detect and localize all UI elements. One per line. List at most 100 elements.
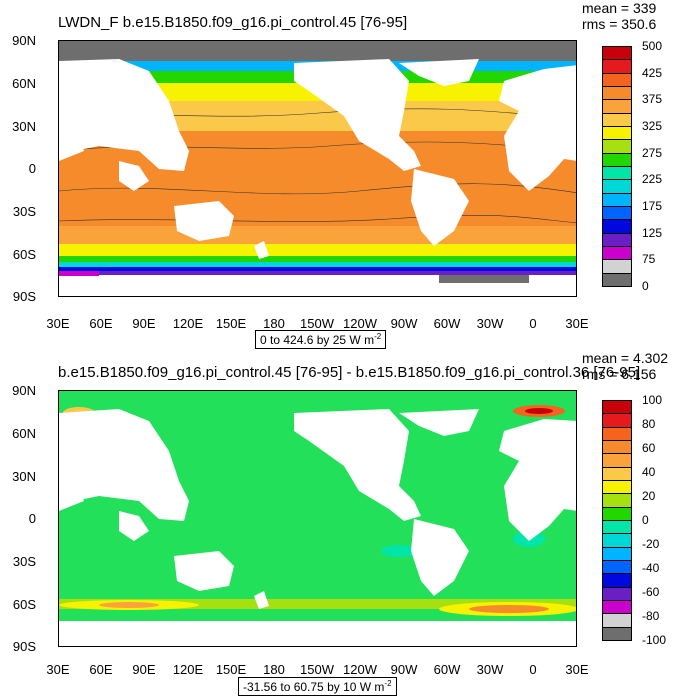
lon-label: 180 <box>263 662 285 677</box>
top-colorbar-swatch <box>602 72 632 87</box>
lon-label: 30E <box>46 662 70 677</box>
top-map-title: LWDN_F b.e15.B1850.f09_g16.pi_control.45… <box>58 14 408 31</box>
top-colorbar-swatch <box>602 192 632 207</box>
bottom-colorbar-swatch <box>602 626 632 641</box>
ocean-band <box>59 262 576 267</box>
asia-land <box>59 59 189 171</box>
bottom-colorbar: 100 80 60 40 20 0 -20 -40 -60 -80 -100 <box>602 393 666 647</box>
lat-label-90n: 90N <box>12 33 36 48</box>
bottom-colorbar-swatch <box>602 573 632 588</box>
lon-label: 120E <box>172 316 204 331</box>
top-colorbar-label: 275 <box>642 145 663 160</box>
bottom-colorbar-label: 60 <box>642 441 656 455</box>
bottom-colorbar-swatch <box>602 600 632 615</box>
top-colorbar-swatch <box>602 166 632 181</box>
bottom-colorbar-swatch <box>602 453 632 468</box>
bottom-colorbar-swatch <box>602 586 632 601</box>
antarctica-land <box>59 621 576 646</box>
top-rms-value: rms = 350.6 <box>582 16 657 32</box>
africa-west-land <box>59 421 84 511</box>
lon-label: 90W <box>390 316 418 331</box>
new-zealand-land <box>254 241 269 259</box>
lat-label-90s: 90S <box>12 639 36 654</box>
bottom-colorbar-label: -40 <box>642 561 660 575</box>
bottom-range-label: -31.56 to 60.75 by 10 W m-2 <box>238 677 397 696</box>
lat-label-0: 0 <box>28 161 36 176</box>
lon-label: 90E <box>132 662 156 677</box>
top-colorbar-swatch <box>602 259 632 274</box>
bottom-range-text: -31.56 to 60.75 by 10 W m <box>243 680 385 694</box>
bottom-colorbar-swatch <box>602 560 632 575</box>
lon-label: 180 <box>263 316 285 331</box>
anomaly-patch <box>381 545 417 557</box>
top-colorbar-label: 325 <box>642 119 663 133</box>
lon-label: 150E <box>215 662 247 677</box>
top-colorbar-swatch <box>602 246 632 261</box>
top-colorbar: 500 425 375 325 275 225 175 125 75 0 <box>602 39 662 293</box>
top-colorbar-label: 375 <box>642 92 663 107</box>
top-map-field <box>59 41 576 296</box>
north-america-land <box>294 59 421 171</box>
sea-ice-edge <box>59 271 99 276</box>
lon-label: 30E <box>46 316 70 331</box>
top-colorbar-label: 0 <box>642 279 649 293</box>
ocean-band <box>59 256 576 262</box>
top-colorbar-label: 75 <box>642 252 656 267</box>
lon-label: 150W <box>300 316 334 331</box>
indonesia-land <box>119 161 149 191</box>
top-range-exponent: -2 <box>374 332 382 341</box>
top-colorbar-swatch <box>602 272 632 287</box>
top-range-text: 0 to 424.6 by 25 W m <box>260 333 375 347</box>
top-colorbar-swatch <box>602 206 632 221</box>
ocean-band <box>59 267 576 271</box>
lon-label: 120E <box>172 662 204 677</box>
bottom-colorbar-swatch <box>602 613 632 628</box>
anomaly-patch <box>469 605 549 613</box>
bottom-colorbar-label: 20 <box>642 489 656 503</box>
south-america-land <box>411 169 469 246</box>
lat-label-0: 0 <box>28 511 36 526</box>
lat-label-60n: 60N <box>12 76 36 91</box>
greenland-land <box>399 59 479 86</box>
ocean-band <box>59 226 576 244</box>
bottom-colorbar-swatch <box>602 506 632 521</box>
north-america-land <box>294 409 421 521</box>
contour-line <box>59 183 576 195</box>
top-colorbar-swatch <box>602 59 632 74</box>
bottom-map-plot <box>58 390 577 647</box>
bottom-colorbar-swatch <box>602 493 632 508</box>
lon-label: 0 <box>529 316 537 331</box>
top-colorbar-swatch <box>602 112 632 127</box>
australia-land <box>174 551 234 591</box>
lon-label: 120W <box>343 662 377 677</box>
bottom-map-field <box>59 391 576 646</box>
top-colorbar-label: 425 <box>642 65 663 80</box>
bottom-map-panel: b.e15.B1850.f09_g16.pi_control.45 [76-95… <box>0 350 700 700</box>
bottom-map-title: b.e15.B1850.f09_g16.pi_control.45 [76-95… <box>58 364 641 381</box>
contour-line <box>59 215 576 224</box>
sea-ice-patch <box>439 275 529 283</box>
ocean-band <box>59 271 576 275</box>
arctic-ice-cap <box>59 41 576 47</box>
ocean-band <box>59 244 576 256</box>
lat-label-60n: 60N <box>12 426 36 441</box>
lon-label: 30W <box>476 316 504 331</box>
asia-land <box>59 409 189 521</box>
lon-label: 30E <box>565 662 589 677</box>
lon-label: 0 <box>529 662 537 677</box>
lat-label-30n: 30N <box>12 119 36 134</box>
top-colorbar-label: 125 <box>642 225 663 240</box>
bottom-colorbar-label: -20 <box>642 537 660 551</box>
southern-ocean-band <box>59 599 576 609</box>
bottom-colorbar-swatch <box>602 480 632 495</box>
bottom-colorbar-swatch <box>602 413 632 428</box>
top-mean-value: mean = 339 <box>582 0 657 16</box>
lon-label: 150E <box>215 316 247 331</box>
top-colorbar-label: 175 <box>642 199 663 213</box>
bottom-colorbar-label: -100 <box>642 633 667 647</box>
anomaly-patch <box>99 602 159 608</box>
top-colorbar-swatch <box>602 179 632 194</box>
lat-label-60s: 60S <box>12 247 36 262</box>
bottom-colorbar-swatch <box>602 546 632 561</box>
lon-label: 30W <box>476 662 504 677</box>
